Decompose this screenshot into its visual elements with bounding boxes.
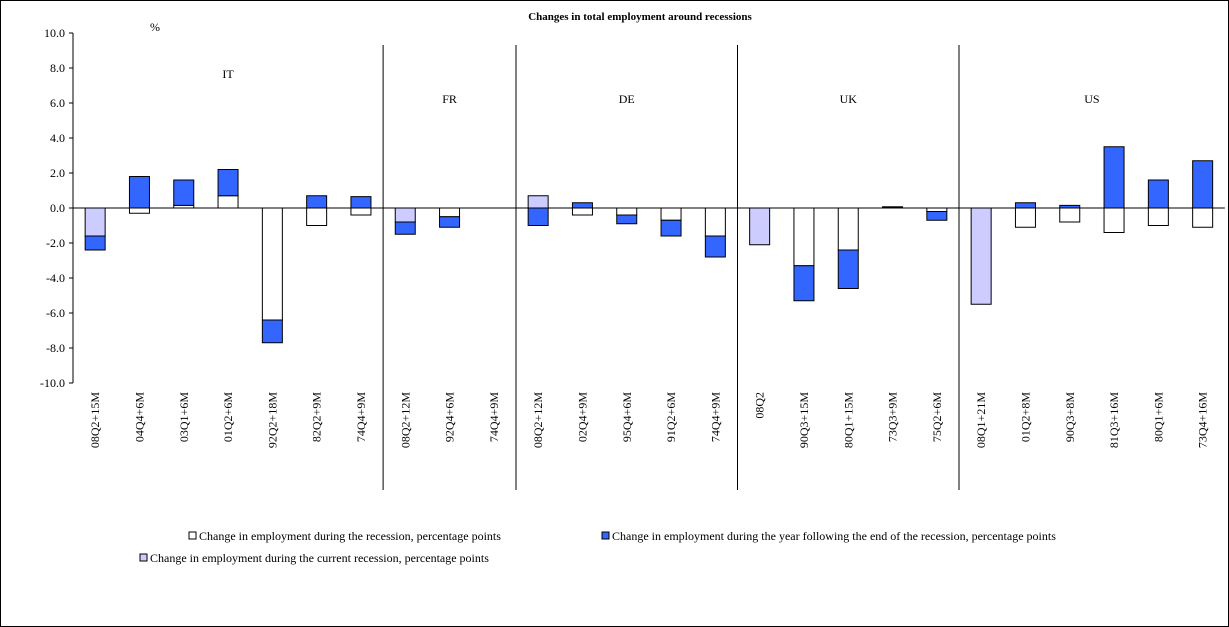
bar (571, 207, 593, 216)
bar (1103, 146, 1125, 209)
group-label: UK (840, 92, 858, 106)
legend-label: Change in employment during the recessio… (199, 529, 501, 543)
bar (306, 195, 328, 209)
y-tick-label: 10.0 (44, 26, 65, 40)
chart-title: Changes in total employment around reces… (528, 11, 752, 23)
bar (128, 207, 150, 214)
x-tick-label: 92Q4+6M (443, 392, 457, 442)
x-tick-label: 80Q1+6M (1151, 392, 1165, 442)
bar (837, 249, 859, 289)
bar (1059, 207, 1081, 223)
x-tick-label: 90Q3+15M (797, 392, 811, 448)
bar (660, 207, 682, 221)
bar (394, 207, 416, 223)
group-label: DE (619, 92, 635, 106)
bar (837, 207, 859, 251)
x-tick-label: 95Q4+6M (620, 392, 634, 442)
bar (749, 207, 771, 246)
bar (1014, 207, 1036, 228)
bar (704, 207, 726, 237)
bar (394, 221, 416, 235)
y-tick-label: -2.0 (46, 236, 65, 250)
x-tick-label: 04Q4+6M (132, 392, 146, 442)
y-tick-label: 2.0 (50, 166, 65, 180)
x-tick-label: 74Q4+9M (708, 392, 722, 442)
bar (1014, 202, 1036, 209)
bar (84, 207, 106, 237)
bar (173, 179, 195, 206)
bar (527, 207, 549, 226)
bar (439, 216, 461, 228)
bar (306, 207, 328, 226)
x-tick-label: 73Q3+9M (886, 392, 900, 442)
bar (350, 207, 372, 216)
bar (527, 195, 549, 209)
y-tick-label: 4.0 (50, 131, 65, 145)
bar (926, 211, 948, 221)
legend-swatch (139, 553, 148, 562)
legend-label: Change in employment during the current … (150, 551, 489, 565)
bar (970, 207, 992, 305)
bar (704, 235, 726, 258)
x-tick-label: 03Q1+6M (177, 392, 191, 442)
bar (1147, 179, 1169, 209)
legend-swatch (601, 531, 610, 540)
x-tick-label: 75Q2+6M (930, 392, 944, 442)
bar (217, 169, 239, 197)
x-tick-label: 01Q2+8M (1018, 392, 1032, 442)
group-label: IT (222, 67, 234, 81)
bar (350, 196, 372, 209)
y-tick-label: -4.0 (46, 271, 65, 285)
x-tick-label: 91Q2+6M (664, 392, 678, 442)
bar (84, 235, 106, 251)
y-tick-label: 8.0 (50, 61, 65, 75)
x-tick-label: 81Q3+16M (1107, 392, 1121, 448)
bar (616, 214, 638, 225)
y-tick-label: -8.0 (46, 341, 65, 355)
y-tick-label: 0.0 (50, 201, 65, 215)
x-tick-label: 80Q1+15M (841, 392, 855, 448)
bar (1103, 207, 1125, 233)
x-tick-label: 08Q2+12M (531, 392, 545, 448)
x-tick-label: 08Q1+21M (974, 392, 988, 448)
y-unit-label: % (150, 20, 160, 34)
bar (793, 265, 815, 302)
bar (1192, 207, 1214, 228)
bar (217, 195, 239, 209)
x-tick-label: 74Q4+9M (354, 392, 368, 442)
y-tick-label: 6.0 (50, 96, 65, 110)
bar (616, 207, 638, 216)
x-tick-label: 01Q2+6M (221, 392, 235, 442)
group-label: FR (442, 92, 457, 106)
group-label: US (1084, 92, 1099, 106)
bar (1147, 207, 1169, 226)
bar (660, 219, 682, 237)
legend-label: Change in employment during the year fol… (612, 529, 1056, 543)
x-tick-label: 73Q4+16M (1196, 392, 1210, 448)
bar (571, 202, 593, 209)
y-tick-label: -10.0 (40, 376, 65, 390)
bar (1192, 160, 1214, 209)
bar (793, 207, 815, 267)
bar (128, 176, 150, 209)
bar (261, 207, 283, 321)
x-tick-label: 08Q2 (753, 392, 767, 419)
y-tick-label: -6.0 (46, 306, 65, 320)
bar (926, 207, 948, 212)
x-tick-label: 92Q2+18M (265, 392, 279, 448)
bar (261, 319, 283, 344)
x-tick-label: 90Q3+8M (1063, 392, 1077, 442)
x-tick-label: 74Q4+9M (487, 392, 501, 442)
legend-swatch (188, 531, 197, 540)
bar (439, 207, 461, 218)
x-tick-label: 08Q2+12M (398, 392, 412, 448)
x-tick-label: 08Q2+15M (88, 392, 102, 448)
x-tick-label: 82Q2+9M (310, 392, 324, 442)
x-tick-label: 02Q4+9M (575, 392, 589, 442)
